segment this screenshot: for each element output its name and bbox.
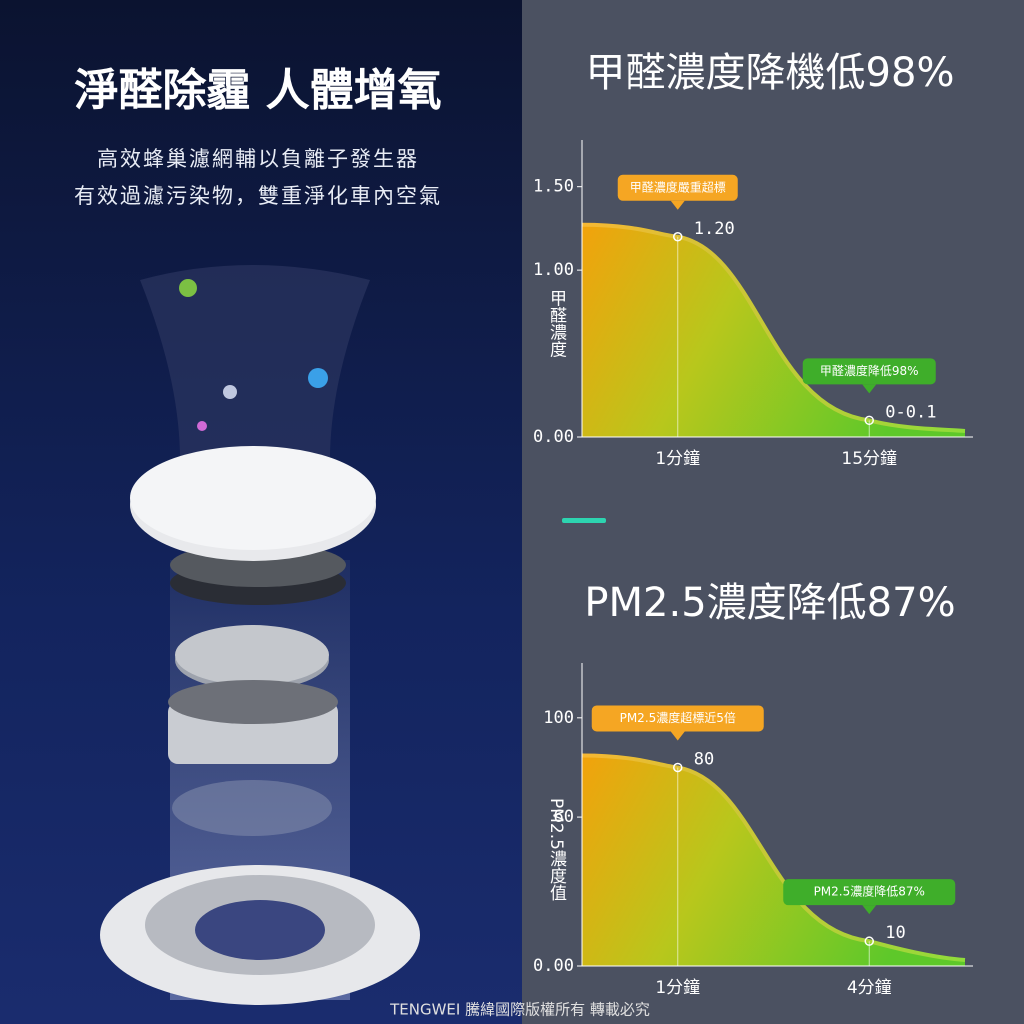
chart-title: PM2.5濃度降低87% (584, 580, 955, 626)
y-axis-label: PM2.5濃度值 (546, 798, 567, 901)
annotation: PM2.5濃度降低87% (814, 884, 925, 899)
annotation-pointer (670, 731, 685, 741)
value-label: 80 (694, 749, 714, 769)
value-label: 10 (885, 923, 905, 943)
annotation-pointer (862, 905, 877, 915)
watermark: TENGWEI 騰緯國際版權所有 轉載必究 (389, 1001, 650, 1019)
annotation-box (617, 174, 738, 201)
left-title: 淨醛除霾 人體增氧 (74, 65, 441, 116)
x-tick-label: 1分鐘 (655, 449, 700, 469)
curve-edge (581, 222, 966, 433)
data-point (864, 936, 874, 946)
annotation-box (591, 705, 764, 732)
annotation: 甲醛濃度降低98% (820, 363, 919, 378)
left-subtitle: 高效蜂巢濾網輔以負離子發生器 (97, 147, 419, 171)
annotation-pointer (670, 200, 685, 210)
y-tick-label: 0.00 (533, 956, 574, 976)
y-tick-label: 1.50 (533, 177, 574, 197)
product-illustration (100, 265, 420, 1005)
y-tick-label: 60 (554, 807, 574, 827)
y-tick-label: 100 (543, 708, 574, 728)
x-tick-label: 1分鐘 (655, 978, 700, 998)
y-tick-label: 0.00 (533, 427, 574, 447)
y-tick-label: 1.00 (533, 260, 574, 280)
x-tick-label: 4分鐘 (847, 978, 892, 998)
divider (562, 518, 606, 523)
annotation-box (783, 879, 956, 906)
y-axis-label: 甲醛濃度 (546, 290, 567, 358)
data-point (673, 232, 683, 242)
chart-title: 甲醛濃度降機低98% (586, 50, 955, 96)
annotation-pointer (862, 384, 877, 394)
annotation: 甲醛濃度嚴重超標 (630, 179, 726, 194)
annotation-box (802, 358, 936, 385)
annotation: PM2.5濃度超標近5倍 (620, 710, 736, 725)
value-label: 1.20 (694, 219, 735, 239)
left-subtitle: 有效過濾污染物，雙重淨化車內空氣 (74, 184, 442, 208)
data-point (864, 415, 874, 426)
curve-edge (581, 753, 966, 962)
x-tick-label: 15分鐘 (841, 449, 897, 469)
value-label: 0-0.1 (885, 402, 936, 422)
data-point (673, 762, 683, 773)
